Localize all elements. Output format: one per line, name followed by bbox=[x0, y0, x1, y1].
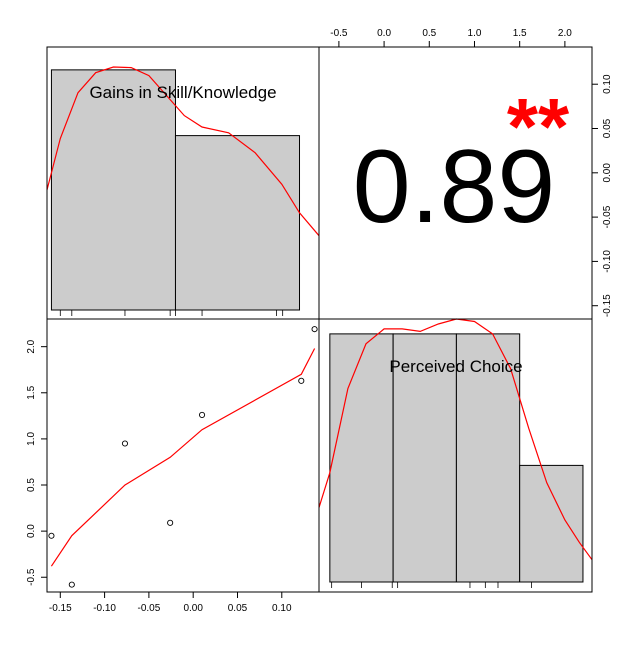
histogram-bar-3 bbox=[455, 333, 521, 583]
correlation-value: 0.89 bbox=[353, 129, 555, 245]
histogram-bar-1 bbox=[329, 333, 394, 583]
scatter-point-2 bbox=[68, 581, 75, 588]
scatter-point-4 bbox=[167, 519, 174, 526]
bottom-axis-tick-label-3: -0.05 bbox=[137, 603, 160, 614]
right-axis-tick-label-5: 0.05 bbox=[602, 118, 613, 138]
scatter-point-7 bbox=[311, 326, 318, 333]
bottom-axis-tick-label-5: 0.05 bbox=[228, 603, 248, 614]
top-axis-tick-label-2: 0.0 bbox=[377, 28, 391, 39]
bottom-axis-tick-label-2: -0.10 bbox=[93, 603, 116, 614]
significance-stars: ** bbox=[507, 82, 570, 171]
histogram-panel-gains bbox=[46, 66, 320, 316]
top-axis-tick-label-1: -0.5 bbox=[330, 28, 348, 39]
variable-label-perceived-choice: Perceived Choice bbox=[389, 357, 522, 376]
right-axis-tick-label-6: 0.10 bbox=[602, 74, 613, 94]
histogram-bar-2 bbox=[174, 135, 301, 311]
panel-frame-br bbox=[318, 318, 593, 593]
left-axis-tick-label-6: 2.0 bbox=[26, 339, 37, 353]
right-axis-tick-label-2: -0.10 bbox=[602, 250, 613, 273]
left-axis-tick-label-2: 0.0 bbox=[26, 524, 37, 538]
panel-frames bbox=[46, 46, 593, 593]
left-axis-tick-label-4: 1.0 bbox=[26, 432, 37, 446]
scatter-point-6 bbox=[298, 377, 305, 384]
variable-label-gains: Gains in Skill/Knowledge bbox=[89, 83, 276, 102]
left-axis-tick-label-3: 0.5 bbox=[26, 478, 37, 492]
scatter-point-1 bbox=[48, 532, 55, 539]
scatter-panel bbox=[48, 326, 318, 588]
scatter-point-5 bbox=[198, 411, 206, 418]
bottom-axis-tick-label-4: 0.00 bbox=[183, 603, 203, 614]
right-axis-tick-label-4: 0.00 bbox=[602, 163, 613, 183]
top-axis-tick-label-6: 2.0 bbox=[558, 28, 572, 39]
top-axis-tick-label-4: 1.0 bbox=[468, 28, 482, 39]
right-axis-tick-label-3: -0.05 bbox=[602, 205, 613, 228]
top-axis-tick-label-5: 1.5 bbox=[513, 28, 527, 39]
smooth-line bbox=[50, 348, 316, 567]
left-axis-tick-label-5: 1.5 bbox=[26, 385, 37, 399]
bottom-axis-tick-label-1: -0.15 bbox=[49, 603, 72, 614]
scatter-point-3 bbox=[121, 440, 129, 447]
histogram-panel-choice bbox=[318, 318, 593, 588]
bottom-axis-tick-label-6: 0.10 bbox=[272, 603, 292, 614]
histogram-bar-1 bbox=[50, 69, 176, 311]
left-axis-tick-label-1: -0.5 bbox=[26, 568, 37, 586]
density-curve-gains bbox=[46, 66, 320, 237]
top-axis-tick-label-3: 0.5 bbox=[422, 28, 436, 39]
right-axis-tick-label-1: -0.15 bbox=[602, 294, 613, 317]
histogram-bar-4 bbox=[519, 464, 584, 583]
